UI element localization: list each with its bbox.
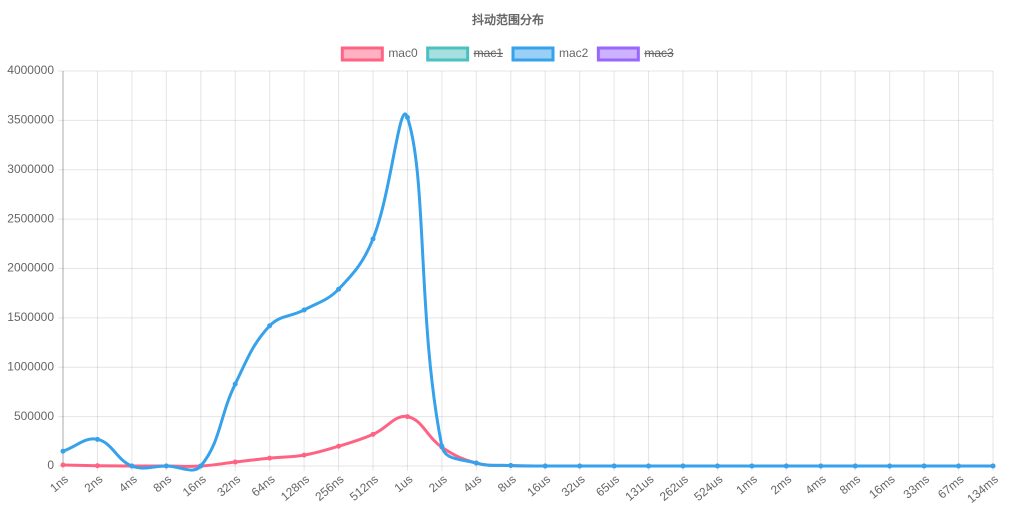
data-point [198, 463, 204, 469]
x-tick-label: 16ms [866, 472, 897, 502]
data-point [232, 459, 238, 465]
y-tick-label: 1500000 [7, 310, 54, 324]
legend-swatch [596, 46, 640, 62]
data-point [439, 443, 445, 449]
x-tick-label: 8ns [150, 472, 174, 495]
legend-item[interactable]: mac3 [596, 46, 674, 62]
x-tick-label: 65us [593, 472, 622, 499]
data-point [267, 323, 273, 329]
x-tick-label: 128ns [278, 472, 312, 504]
legend-label: mac0 [388, 46, 418, 60]
x-tick-label: 2ns [82, 472, 106, 495]
y-tick-label: 0 [47, 458, 54, 472]
data-point [163, 463, 169, 469]
series-line [62, 414, 993, 468]
x-tick-label: 4ms [802, 472, 828, 497]
data-point [473, 460, 479, 466]
x-tick-label: 4us [460, 472, 484, 495]
x-tick-label: 512ns [347, 472, 381, 504]
x-tick-label: 32us [559, 472, 588, 499]
data-point [852, 463, 858, 469]
y-tick-label: 500000 [14, 409, 54, 423]
data-point [577, 463, 583, 469]
data-point [680, 463, 686, 469]
legend-label: mac3 [644, 46, 674, 60]
legend-swatch [511, 46, 555, 62]
x-tick-label: 16ns [180, 472, 209, 499]
data-point [301, 452, 307, 458]
x-tick-label: 2ms [768, 472, 794, 497]
data-point [129, 463, 135, 469]
data-point [714, 463, 720, 469]
data-point [749, 463, 755, 469]
x-tick-label: 2us [426, 472, 450, 495]
x-tick-label: 1us [392, 472, 416, 495]
series-line [62, 112, 993, 472]
data-point [60, 448, 66, 454]
legend-label: mac2 [559, 46, 589, 60]
legend-swatch [340, 46, 384, 62]
data-point [336, 286, 342, 292]
data-point [370, 236, 376, 242]
data-point [956, 463, 962, 469]
y-tick-label: 3000000 [7, 162, 54, 176]
data-point [370, 431, 376, 437]
legend: mac0 mac1 mac2 mac3 [340, 46, 674, 62]
data-point [818, 463, 824, 469]
data-point [508, 463, 514, 469]
data-point [542, 463, 548, 469]
x-tick-label: 524us [691, 472, 725, 504]
legend-item[interactable]: mac2 [511, 46, 589, 62]
x-tick-label: 1ns [47, 472, 71, 495]
data-point [887, 463, 893, 469]
x-tick-label: 1ms [733, 472, 759, 497]
x-tick-label: 8us [495, 472, 519, 495]
x-tick-label: 262us [657, 472, 691, 504]
x-tick-label: 16us [524, 472, 553, 499]
data-point [232, 381, 238, 387]
data-point [336, 443, 342, 449]
x-tick-label: 4ns [116, 472, 140, 495]
legend-item[interactable]: mac0 [340, 46, 418, 62]
legend-label: mac1 [474, 46, 504, 60]
data-point [404, 414, 410, 420]
chart-title: 抖动范围分布 [472, 12, 544, 27]
y-tick-label: 4000000 [7, 63, 54, 77]
x-tick-label: 8ms [837, 472, 863, 497]
x-tick-label: 131us [622, 472, 656, 504]
y-tick-label: 2500000 [7, 211, 54, 225]
data-point [611, 463, 617, 469]
data-point [94, 463, 100, 469]
data-point [646, 463, 652, 469]
data-point [404, 114, 410, 120]
x-tick-label: 67ms [935, 472, 966, 502]
legend-item[interactable]: mac1 [426, 46, 504, 62]
x-tick-label: 33ms [901, 472, 932, 502]
data-point [921, 463, 927, 469]
y-tick-label: 1000000 [7, 359, 54, 373]
x-tick-label: 32ns [214, 472, 243, 499]
data-point [267, 455, 273, 461]
data-point [60, 462, 66, 468]
x-tick-label: 134ms [964, 472, 1001, 506]
y-tick-label: 2000000 [7, 261, 54, 275]
data-point [990, 463, 996, 469]
data-point [94, 436, 100, 442]
data-point [783, 463, 789, 469]
x-tick-label: 64ns [249, 472, 278, 499]
data-point [301, 307, 307, 313]
x-tick-label: 256ns [312, 472, 346, 504]
y-tick-label: 3500000 [7, 113, 54, 127]
legend-swatch [426, 46, 470, 62]
